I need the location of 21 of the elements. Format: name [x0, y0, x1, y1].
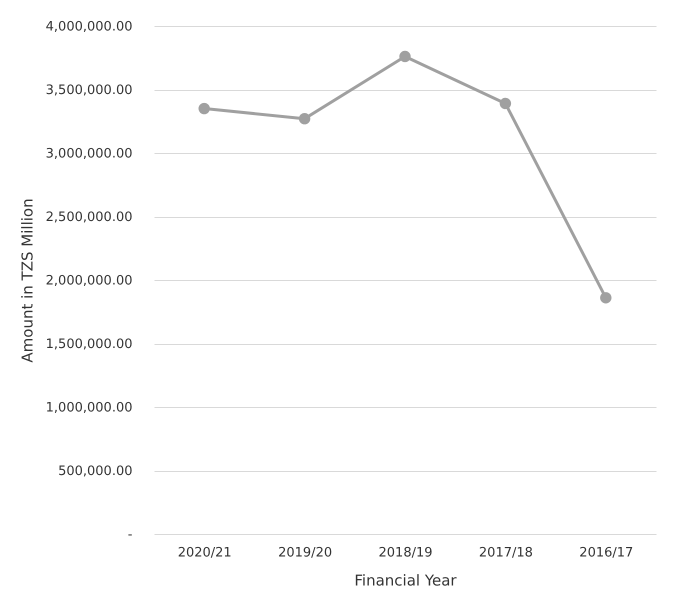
point — [198, 102, 210, 114]
point — [600, 292, 612, 304]
point — [298, 113, 310, 124]
y-tick-label: 500,000.00 — [58, 464, 132, 479]
point — [399, 50, 411, 62]
y-tick-label: 3,000,000.00 — [46, 146, 132, 162]
y-tick-label: 2,500,000.00 — [46, 210, 132, 225]
y-axis-title: Amount in TZS Million — [18, 198, 37, 363]
x-tick-label: 2018/19 — [378, 546, 433, 560]
y-tick-label: 3,500,000.00 — [46, 83, 132, 98]
y-tick-label: 4,000,000.00 — [46, 20, 132, 34]
y-tick-label: 2,000,000.00 — [46, 274, 132, 288]
x-tick-label: 2020/21 — [178, 546, 232, 560]
y-tick-label: 1,500,000.00 — [46, 337, 132, 352]
x-tick-label: 2017/18 — [478, 546, 533, 560]
point — [500, 98, 512, 110]
x-tick-label: 2019/20 — [278, 546, 332, 560]
x-tick-label: 2016/17 — [579, 546, 634, 560]
y-tick-label: - — [128, 528, 133, 542]
y-tick-label: 1,000,000.00 — [46, 400, 132, 416]
x-axis-title: Financial Year — [354, 572, 458, 590]
